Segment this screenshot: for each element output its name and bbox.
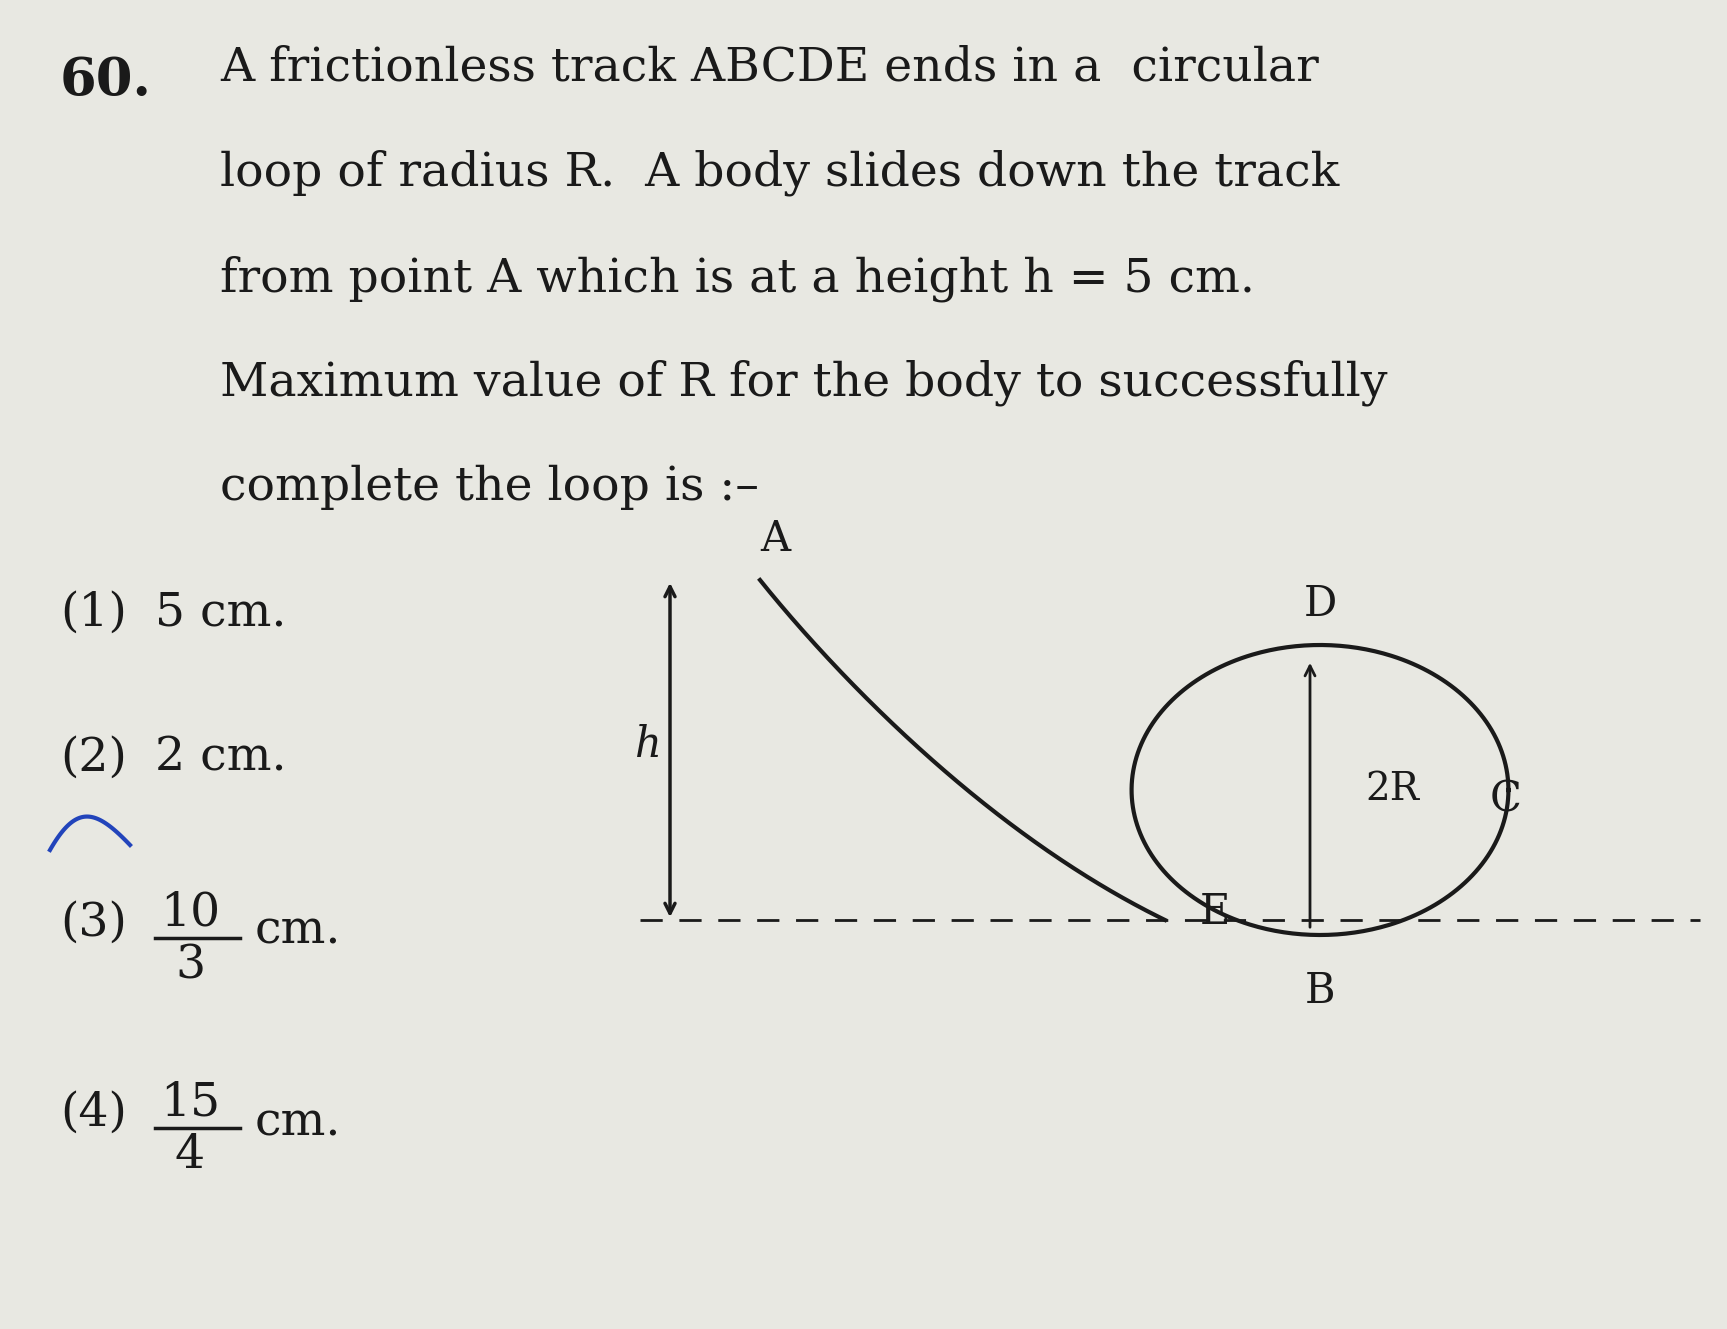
Text: 2R: 2R bbox=[1364, 772, 1420, 808]
Text: Maximum value of R for the body to successfully: Maximum value of R for the body to succe… bbox=[219, 360, 1387, 407]
Text: cm.: cm. bbox=[256, 1100, 342, 1146]
Text: E: E bbox=[1200, 890, 1230, 933]
Text: (3): (3) bbox=[60, 900, 126, 945]
Text: (2): (2) bbox=[60, 735, 126, 780]
Text: cm.: cm. bbox=[256, 908, 342, 953]
Text: 2 cm.: 2 cm. bbox=[155, 735, 287, 780]
Text: 60.: 60. bbox=[60, 54, 152, 106]
Text: from point A which is at a height h = 5 cm.: from point A which is at a height h = 5 … bbox=[219, 255, 1256, 302]
Text: C: C bbox=[1490, 779, 1521, 821]
Text: loop of radius R.  A body slides down the track: loop of radius R. A body slides down the… bbox=[219, 150, 1340, 197]
Text: 15: 15 bbox=[161, 1080, 219, 1126]
Text: complete the loop is :–: complete the loop is :– bbox=[219, 465, 758, 510]
Text: D: D bbox=[1304, 583, 1337, 625]
Text: (4): (4) bbox=[60, 1090, 126, 1135]
Text: (1): (1) bbox=[60, 590, 126, 635]
Text: 4: 4 bbox=[174, 1134, 206, 1179]
Text: h: h bbox=[634, 724, 661, 766]
Text: 10: 10 bbox=[161, 890, 219, 936]
Text: 5 cm.: 5 cm. bbox=[155, 590, 287, 635]
Text: A: A bbox=[760, 518, 789, 560]
Text: A frictionless track ABCDE ends in a  circular: A frictionless track ABCDE ends in a cir… bbox=[219, 45, 1319, 90]
Text: 3: 3 bbox=[174, 944, 206, 989]
Text: B: B bbox=[1306, 970, 1335, 1011]
